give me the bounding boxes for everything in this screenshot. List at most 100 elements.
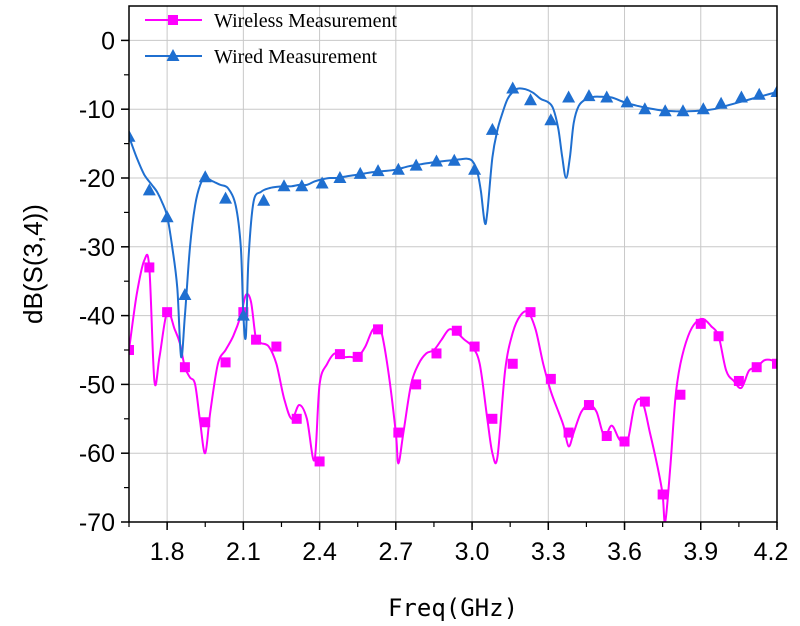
plot-frame: [128, 5, 778, 523]
data-point-wireless: [751, 362, 762, 373]
x-axis-title: Freq(GHz): [388, 594, 518, 622]
legend-marker-wired: [166, 49, 180, 61]
grid-lines: [129, 6, 778, 523]
data-point-wired: [371, 164, 385, 177]
data-point-wired: [198, 170, 212, 183]
tick-labels: 1.8 2.1 2.4 2.7 3.0 3.3 3.6 3.9 4.2 0 -10 -20 -30 -40…: [79, 27, 789, 566]
data-point-wired: [353, 166, 367, 179]
x-tick-label: 4.2: [754, 538, 789, 566]
y-tick-label: -50: [79, 371, 115, 399]
data-point-wireless: [487, 413, 498, 424]
x-tick-label: 3.6: [607, 538, 642, 566]
data-point-wireless: [393, 427, 404, 438]
data-point-wired: [582, 89, 596, 102]
data-point-wireless: [129, 345, 134, 355]
data-point-wired: [676, 104, 690, 117]
data-point-wireless: [334, 349, 345, 360]
data-point-wired: [295, 179, 309, 192]
data-point-wireless: [271, 341, 282, 352]
data-point-wireless: [200, 417, 211, 428]
data-point-wireless: [162, 307, 173, 318]
data-point-wireless: [525, 307, 536, 318]
data-point-wireless: [639, 396, 650, 407]
data-point-wired: [333, 171, 347, 183]
data-point-wireless: [251, 334, 262, 345]
data-point-wired: [770, 85, 777, 97]
x-tick-label: 2.4: [302, 538, 337, 566]
data-point-wired: [236, 308, 250, 321]
data-point-wired: [178, 287, 192, 300]
data-point-wired: [506, 81, 520, 94]
y-tick-label: -10: [79, 96, 115, 124]
data-point-wired: [600, 90, 614, 103]
data-point-wired: [696, 102, 710, 115]
data-point-wireless: [713, 331, 724, 342]
data-point-wired: [129, 129, 136, 142]
series-wired: [129, 81, 777, 359]
data-point-wireless: [451, 325, 462, 336]
data-point-wired: [391, 162, 405, 175]
data-point-wired: [468, 162, 482, 175]
data-point-wireless: [469, 341, 480, 352]
data-point-wired: [752, 87, 766, 100]
x-tick-label: 3.0: [455, 538, 490, 566]
legend-marker-wireless: [168, 15, 178, 25]
data-point-wireless: [583, 400, 594, 411]
data-point-wireless: [431, 348, 442, 359]
series-line-wireless: [129, 253, 777, 522]
data-point-wireless: [563, 427, 574, 438]
data-point-wireless: [314, 456, 325, 467]
data-point-wireless: [601, 431, 612, 441]
data-point-wired: [562, 90, 576, 103]
legend-label-wireless: Wireless Measurement: [214, 10, 397, 32]
data-point-wireless: [507, 358, 518, 369]
series-line-wired: [129, 87, 777, 359]
data-point-wireless: [373, 324, 384, 335]
data-point-wired: [142, 183, 156, 196]
data-point-wireless: [657, 489, 668, 500]
y-tick-label: -60: [79, 440, 115, 468]
data-point-wired: [257, 193, 271, 206]
data-point-wired: [315, 176, 329, 189]
data-point-wired: [160, 210, 174, 223]
data-point-wireless: [545, 373, 556, 384]
y-tick-label: -40: [79, 303, 115, 331]
series-wireless: [129, 253, 777, 522]
data-point-wired: [277, 179, 291, 192]
legend: Wireless Measurement Wired Measurement: [145, 10, 397, 68]
data-point-wireless: [619, 436, 630, 447]
data-point-wireless: [733, 375, 744, 386]
data-point-wired: [620, 95, 634, 108]
data-point-wireless: [772, 358, 777, 369]
data-point-wireless: [144, 262, 155, 273]
data-point-wired: [734, 90, 748, 103]
axis-ticks: [121, 39, 778, 530]
y-axis-title: dB(S(3,4)): [18, 204, 48, 324]
data-point-wired: [219, 191, 233, 204]
y-tick-label: -70: [79, 509, 115, 537]
data-point-wired: [544, 113, 558, 126]
data-point-wireless: [675, 389, 686, 400]
data-point-wired: [524, 93, 538, 106]
x-tick-label: 3.3: [531, 538, 566, 566]
data-point-wired: [429, 154, 443, 167]
data-point-wireless: [220, 357, 231, 368]
data-point-wired: [485, 122, 499, 135]
y-tick-label: -30: [79, 234, 115, 262]
x-tick-label: 2.7: [378, 538, 413, 566]
y-tick-label: 0: [101, 27, 115, 55]
data-point-wired: [714, 96, 728, 109]
data-point-wired: [658, 104, 672, 117]
x-tick-label: 2.1: [226, 538, 261, 566]
data-point-wireless: [352, 351, 363, 362]
data-point-wired: [638, 102, 652, 115]
data-point-wired: [409, 158, 423, 171]
legend-label-wired: Wired Measurement: [214, 46, 377, 68]
data-point-wireless: [291, 413, 302, 424]
data-point-wired: [447, 153, 461, 166]
x-tick-label: 3.9: [683, 538, 718, 566]
y-tick-label: -20: [79, 165, 115, 193]
data-point-wireless: [411, 379, 422, 390]
data-point-wireless: [179, 362, 190, 373]
